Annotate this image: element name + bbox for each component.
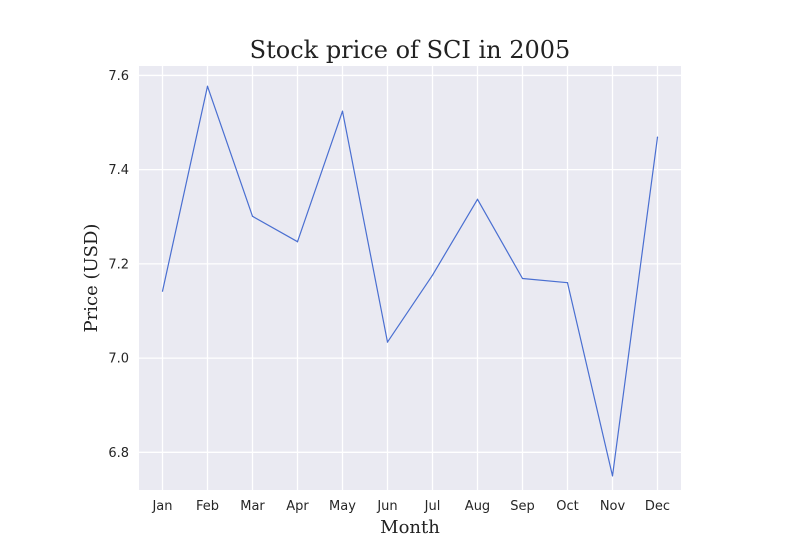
chart-title: Stock price of SCI in 2005 (250, 36, 571, 64)
x-axis-ticks: Jan Feb Mar Apr May Jun Jul Aug Sep Oct Nov Dec (151, 499, 670, 514)
y-axis-ticks: 6.8 7.0 7.2 7.4 7.6 (108, 69, 129, 461)
y-tick-label: 6.8 (108, 446, 129, 461)
data-point (386, 341, 389, 343)
series-line (161, 85, 659, 477)
x-tick-label: Jan (151, 499, 172, 514)
x-tick-label: Sep (510, 499, 535, 514)
data-point (521, 277, 524, 280)
x-tick-label: May (329, 499, 356, 514)
y-tick-label: 7.6 (108, 69, 129, 84)
data-point (206, 85, 209, 87)
data-point (341, 110, 344, 112)
data-point (251, 215, 254, 217)
x-tick-label: Feb (196, 499, 219, 514)
data-point (161, 290, 164, 292)
x-tick-label: Nov (600, 499, 626, 514)
x-axis-label: Month (380, 517, 440, 538)
x-tick-label: Jul (424, 499, 441, 514)
x-tick-label: Mar (240, 499, 265, 514)
x-tick-label: Apr (286, 499, 309, 514)
data-point (431, 274, 434, 276)
x-tick-label: Jun (376, 499, 397, 514)
x-tick-label: Dec (645, 499, 670, 514)
y-axis-label: Price (USD) (81, 224, 102, 333)
y-tick-label: 7.4 (108, 163, 129, 178)
data-point (611, 475, 614, 477)
data-points (161, 85, 659, 477)
x-tick-label: Aug (465, 499, 490, 514)
plot-area (139, 66, 681, 490)
y-tick-label: 7.0 (108, 352, 129, 367)
data-point (566, 282, 569, 284)
data-point (296, 241, 299, 243)
data-point (656, 136, 659, 138)
x-tick-label: Oct (556, 499, 578, 514)
y-tick-label: 7.2 (108, 257, 129, 272)
data-point (476, 198, 479, 200)
